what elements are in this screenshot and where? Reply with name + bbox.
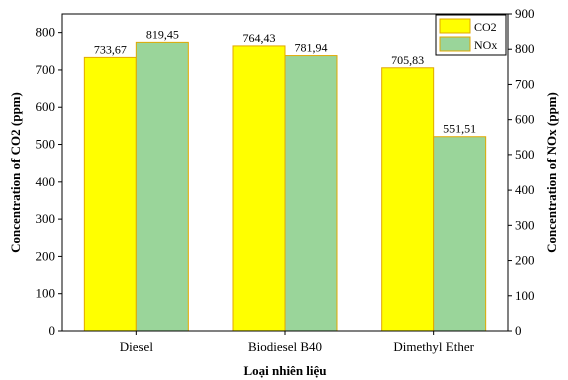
left-tick-label: 0: [49, 323, 56, 338]
x-tick-label: Biodiesel B40: [248, 339, 322, 354]
left-y-axis-title: Concentration of CO2 (ppm): [8, 92, 23, 253]
right-tick-label: 900: [515, 6, 535, 21]
bar-nox-2: [284, 55, 338, 332]
left-tick-label: 100: [36, 286, 56, 301]
data-label-nox-1: 819,45: [146, 27, 179, 41]
left-tick-label: 400: [36, 174, 56, 189]
right-tick-label: 800: [515, 41, 535, 56]
left-y-axis: 0 100 200 300 400 500 600 700 800: [36, 25, 62, 338]
bar-nox-3: [433, 136, 487, 332]
right-y-axis-title: Concentration of NOx (ppm): [544, 92, 559, 253]
legend-label-co2: CO2: [474, 20, 497, 34]
right-tick-label: 400: [515, 182, 535, 197]
data-label-nox-2: 781,94: [295, 41, 328, 55]
x-tick-label: Dimethyl Ether: [393, 339, 474, 354]
legend: CO2 NOx: [435, 14, 507, 56]
right-tick-label: 100: [515, 288, 535, 303]
bars-layer: [83, 41, 487, 332]
left-tick-label: 500: [36, 137, 56, 152]
left-tick-label: 800: [36, 25, 56, 40]
right-tick-label: 500: [515, 147, 535, 162]
right-tick-label: 200: [515, 253, 535, 268]
data-label-co2-2: 764,43: [243, 31, 276, 45]
data-label-nox-3: 551,51: [443, 122, 476, 136]
right-tick-label: 700: [515, 76, 535, 91]
bar-co2-3: [381, 67, 435, 332]
left-tick-label: 200: [36, 248, 56, 263]
data-label-co2-3: 705,83: [391, 53, 424, 67]
right-tick-label: 0: [515, 323, 522, 338]
legend-swatch-nox: [439, 36, 471, 52]
right-tick-label: 300: [515, 217, 535, 232]
x-axis-title: Loại nhiên liệu: [243, 363, 326, 378]
left-tick-label: 300: [36, 211, 56, 226]
x-axis: Diesel Biodiesel B40 Dimethyl Ether: [120, 331, 475, 354]
left-tick-label: 700: [36, 62, 56, 77]
x-tick-label: Diesel: [120, 339, 154, 354]
bar-nox-1: [135, 41, 189, 332]
bar-co2-1: [83, 56, 137, 332]
left-tick-label: 600: [36, 99, 56, 114]
right-tick-label: 600: [515, 112, 535, 127]
legend-swatch-co2: [439, 18, 471, 34]
data-labels-layer: 733,67 819,45 764,43 781,94 705,83 551,51: [94, 27, 476, 135]
right-y-axis: 0 100 200 300 400 500 600 700 800 900: [508, 6, 535, 338]
legend-label-nox: NOx: [474, 38, 497, 52]
data-label-co2-1: 733,67: [94, 42, 127, 56]
bar-co2-2: [232, 45, 286, 332]
